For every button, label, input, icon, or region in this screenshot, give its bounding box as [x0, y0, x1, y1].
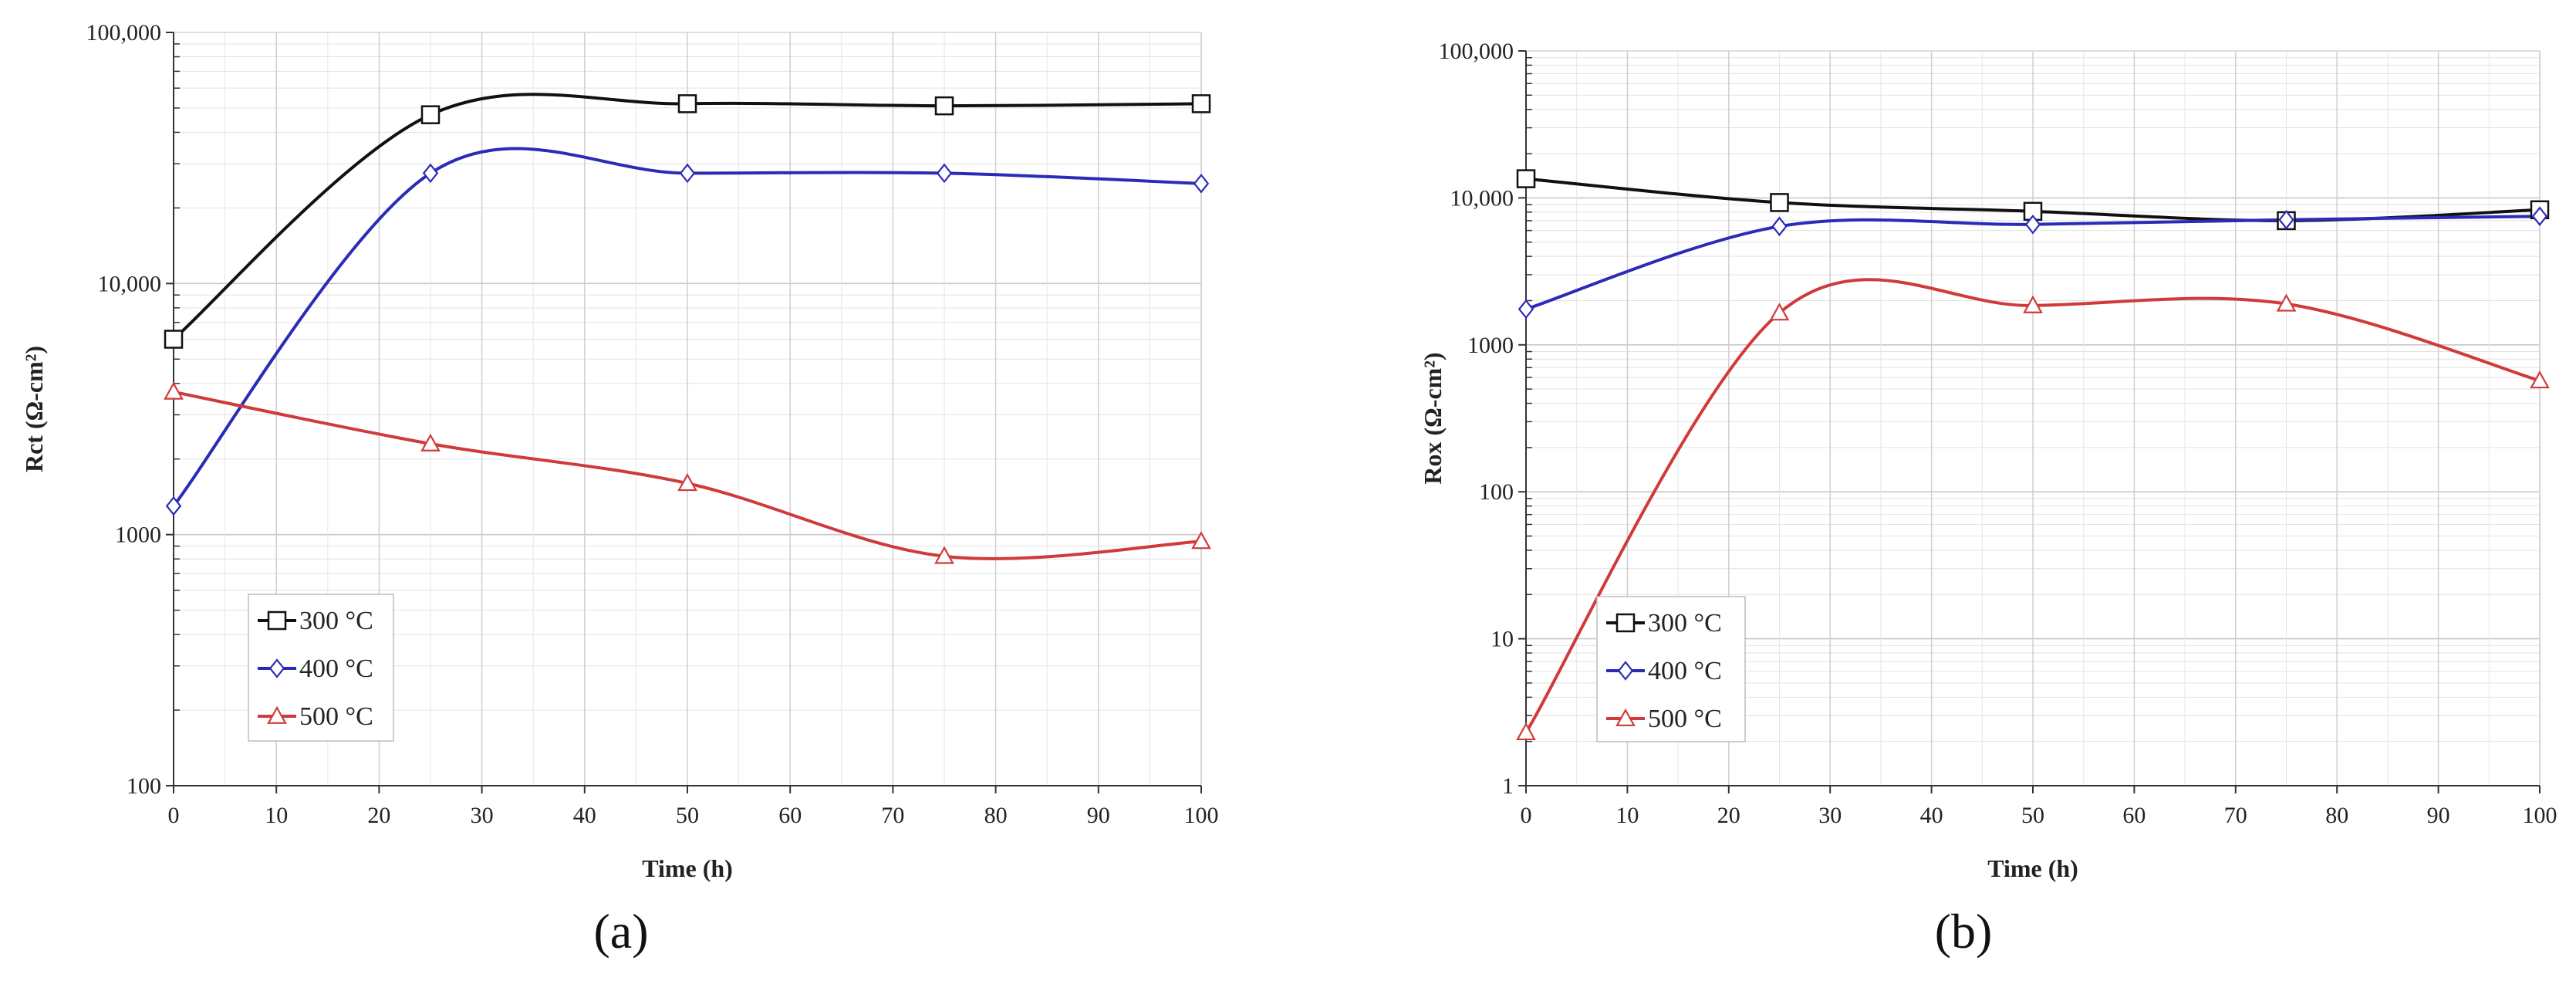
x-tick-label: 50 [2021, 803, 2044, 828]
legend-marker-triangle [1615, 708, 1636, 726]
data-point-triangle [1769, 303, 1790, 321]
data-point-square [677, 94, 697, 113]
data-point-diamond [679, 163, 696, 184]
data-point-diamond [165, 496, 182, 516]
legend-marker-triangle [267, 705, 287, 724]
x-tick-label: 20 [367, 803, 390, 828]
x-tick-label: 90 [1087, 803, 1110, 828]
data-point-square [1191, 94, 1211, 113]
data-point-diamond [1193, 174, 1210, 194]
panel-label: (a) [593, 904, 648, 959]
x-tick-label: 100 [2523, 803, 2557, 828]
data-point-triangle [164, 381, 184, 400]
y-tick-label: 1000 [1467, 333, 1514, 358]
y-tick-label: 100,000 [86, 20, 162, 46]
x-tick-label: 30 [1818, 803, 1842, 828]
x-axis-title: Time (h) [1987, 854, 2078, 882]
y-tick-label: 100 [1479, 479, 1514, 505]
y-tick-label: 10 [1491, 627, 1514, 652]
data-point-diamond [2531, 206, 2548, 226]
data-point-triangle [2276, 293, 2297, 312]
x-tick-label: 0 [1521, 803, 1532, 828]
data-point-triangle [1516, 722, 1536, 741]
data-point-diamond [2278, 209, 2294, 230]
y-axis-title: Rct (Ω-cm²) [20, 346, 48, 472]
chart-b: 1 10 100 1000 10,000 100,000 0 10 20 30 40 50 60 70 80… [1419, 39, 2557, 959]
data-point-diamond [422, 163, 439, 184]
x-tick-label: 60 [2122, 803, 2146, 828]
data-point-triangle [1191, 531, 1211, 550]
x-tick-label: 60 [778, 803, 802, 828]
data-point-square [1770, 193, 1789, 212]
data-point-triangle [934, 546, 954, 564]
x-tick-label: 30 [471, 803, 494, 828]
series-line-2 [1524, 278, 2541, 734]
legend-label: 500 °C [299, 702, 373, 731]
x-tick-label: 40 [1920, 803, 1943, 828]
x-tick-label: 80 [984, 803, 1008, 828]
data-point-square [164, 330, 184, 349]
x-tick-label: 10 [265, 803, 288, 828]
y-tick-label: 100,000 [1439, 39, 1514, 64]
x-tick-label: 0 [168, 803, 180, 828]
data-point-diamond [1771, 216, 1788, 237]
series-line-1 [172, 147, 1202, 507]
chart-a: 100 1000 10,000 100,000 0 10 20 30 40 50 60 70 80 90 1… [20, 20, 1219, 959]
legend-label: 400 °C [299, 654, 373, 683]
legend-marker-square [1615, 613, 1636, 633]
data-point-diamond [1518, 299, 1534, 320]
panel-label: (b) [1935, 904, 1993, 959]
y-tick-label: 10,000 [1450, 185, 1514, 211]
legend-label: 300 °C [299, 607, 373, 635]
data-point-triangle [2530, 370, 2550, 389]
y-axis-title: Rox (Ω-cm²) [1419, 352, 1447, 484]
x-axis-title: Time (h) [642, 854, 733, 882]
y-tick-label: 100 [127, 773, 161, 799]
data-point-triangle [677, 472, 697, 492]
legend-marker-diamond [268, 658, 285, 678]
data-point-triangle [2023, 295, 2043, 313]
x-tick-label: 70 [2224, 803, 2247, 828]
x-tick-label: 10 [1615, 803, 1639, 828]
data-point-square [420, 105, 441, 124]
legend-marker-diamond [1617, 661, 1634, 681]
x-tick-label: 40 [573, 803, 596, 828]
data-point-triangle [420, 433, 441, 452]
data-point-square [934, 96, 954, 116]
x-tick-label: 100 [1184, 803, 1219, 828]
x-tick-label: 50 [676, 803, 699, 828]
x-tick-label: 90 [2427, 803, 2450, 828]
y-tick-label: 1 [1502, 773, 1514, 799]
x-tick-label: 20 [1717, 803, 1740, 828]
legend-marker-square [267, 610, 287, 631]
legend-label: 500 °C [1648, 705, 1722, 733]
x-tick-label: 80 [2325, 803, 2348, 828]
x-tick-label: 70 [881, 803, 904, 828]
data-point-diamond [936, 163, 953, 184]
legend-label: 300 °C [1648, 609, 1722, 638]
data-point-square [1516, 169, 1536, 188]
legend-label: 400 °C [1648, 657, 1722, 685]
data-point-diamond [2024, 214, 2041, 235]
y-tick-label: 1000 [115, 523, 161, 548]
y-tick-label: 10,000 [98, 271, 162, 296]
